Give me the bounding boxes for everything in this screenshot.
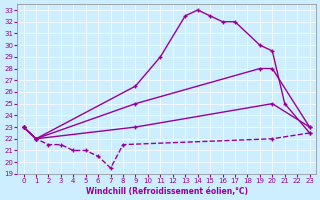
X-axis label: Windchill (Refroidissement éolien,°C): Windchill (Refroidissement éolien,°C) — [85, 187, 248, 196]
